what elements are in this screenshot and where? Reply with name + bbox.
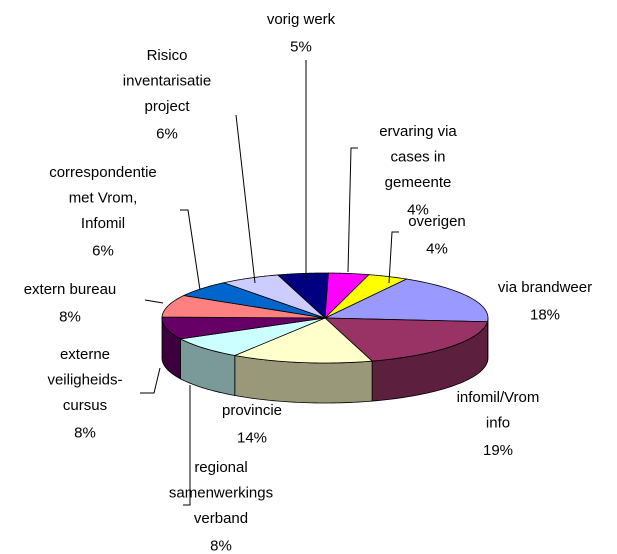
slice-label: cursus	[63, 397, 107, 414]
value-label: 14%	[237, 429, 267, 446]
leader-line	[388, 231, 399, 284]
slice-label: infomil/Vrom	[457, 389, 540, 406]
leader-line	[347, 147, 358, 273]
value-label: 8%	[59, 308, 81, 325]
slice-label: via brandweer	[498, 279, 592, 296]
slice-label: Risico	[147, 47, 188, 64]
slice-label: extern bureau	[24, 281, 117, 298]
slice	[161, 316, 326, 340]
slice-label: correspondentie	[49, 164, 157, 181]
slice-label: verband	[194, 510, 248, 527]
value-label: 8%	[74, 424, 96, 441]
leader-line	[235, 114, 256, 284]
slice-label: veiligheids-	[47, 371, 122, 388]
slice-label: regional	[194, 459, 247, 476]
leader-line	[140, 367, 161, 394]
slice-label: ervaring via	[379, 123, 457, 140]
slice-label: info	[486, 414, 510, 431]
slice-label: met Vrom,	[69, 189, 138, 206]
slice-label: cases in	[390, 148, 445, 165]
value-label: 18%	[530, 306, 560, 323]
slice-label: Infomil	[81, 215, 125, 232]
slice-label: gemeente	[385, 174, 452, 191]
slice	[179, 317, 326, 356]
value-label: 5%	[290, 38, 312, 55]
value-label: 8%	[210, 537, 232, 554]
value-label: 4%	[407, 201, 429, 218]
slice	[182, 282, 326, 319]
slice	[161, 295, 326, 319]
slice-label: inventarisatie	[123, 72, 211, 89]
slice-label: overigen	[408, 213, 466, 230]
slice	[323, 317, 488, 362]
slice-label: samenwerkings	[169, 484, 273, 501]
value-label: 19%	[483, 442, 513, 459]
leader-line	[180, 209, 201, 291]
slice-label: externe	[60, 346, 110, 363]
slice-label: project	[144, 98, 190, 115]
value-label: 6%	[156, 125, 178, 142]
leader-line	[144, 299, 164, 304]
value-label: 4%	[426, 240, 448, 257]
slice	[324, 274, 408, 319]
slice-label: vorig werk	[267, 11, 336, 28]
slice-label: provincie	[222, 402, 282, 419]
slice	[222, 274, 326, 319]
slice	[324, 278, 489, 323]
leader-line	[183, 385, 191, 506]
value-label: 6%	[92, 242, 114, 259]
slice	[233, 317, 374, 364]
slice	[276, 272, 329, 319]
